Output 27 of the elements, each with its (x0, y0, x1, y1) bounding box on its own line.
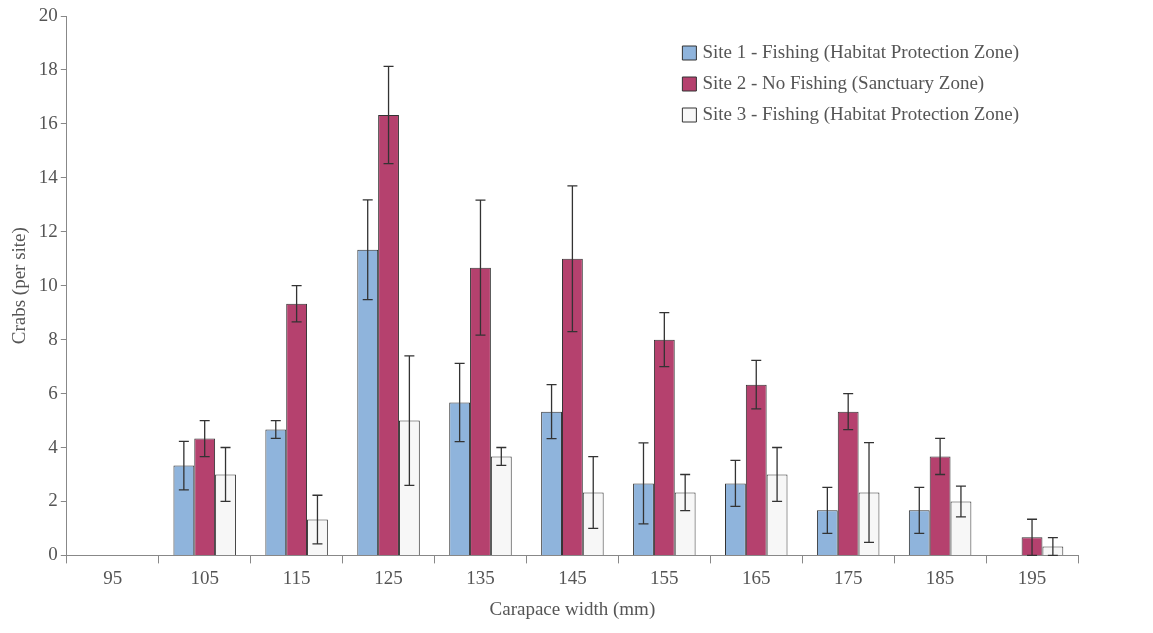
y-tick-label: 2 (48, 489, 58, 511)
y-tick-label: 20 (38, 3, 58, 25)
x-tick-label: 95 (103, 566, 123, 588)
x-tick-label: 115 (282, 566, 311, 588)
x-tick-label: 135 (466, 566, 495, 588)
x-tick-label: 145 (558, 566, 587, 588)
y-tick-label: 18 (38, 57, 58, 79)
legend-label: Site 2 - No Fishing (Sanctuary Zone) (702, 71, 985, 94)
y-tick-label: 12 (38, 219, 58, 241)
y-axis-title: Crabs (per site) (8, 227, 31, 345)
y-tick-label: 10 (38, 273, 58, 295)
y-tick-label: 6 (48, 381, 58, 403)
x-axis-title: Carapace width (mm) (489, 597, 656, 620)
legend-label: Site 1 - Fishing (Habitat Protection Zone) (702, 40, 1020, 63)
y-tick-label: 0 (48, 543, 58, 565)
x-tick-label: 155 (650, 566, 679, 588)
y-tick-label: 14 (38, 165, 59, 187)
y-tick-label: 8 (48, 327, 58, 349)
x-tick-label: 195 (1017, 566, 1047, 588)
x-tick-label: 165 (742, 566, 771, 588)
legend-label: Site 3 - Fishing (Habitat Protection Zone) (702, 102, 1020, 125)
x-tick-label: 175 (833, 566, 863, 588)
y-tick-label: 16 (38, 111, 58, 133)
x-tick-label: 125 (374, 566, 403, 588)
x-tick-label: 105 (190, 566, 219, 588)
x-tick-label: 185 (925, 566, 955, 588)
y-tick-label: 4 (48, 435, 59, 457)
